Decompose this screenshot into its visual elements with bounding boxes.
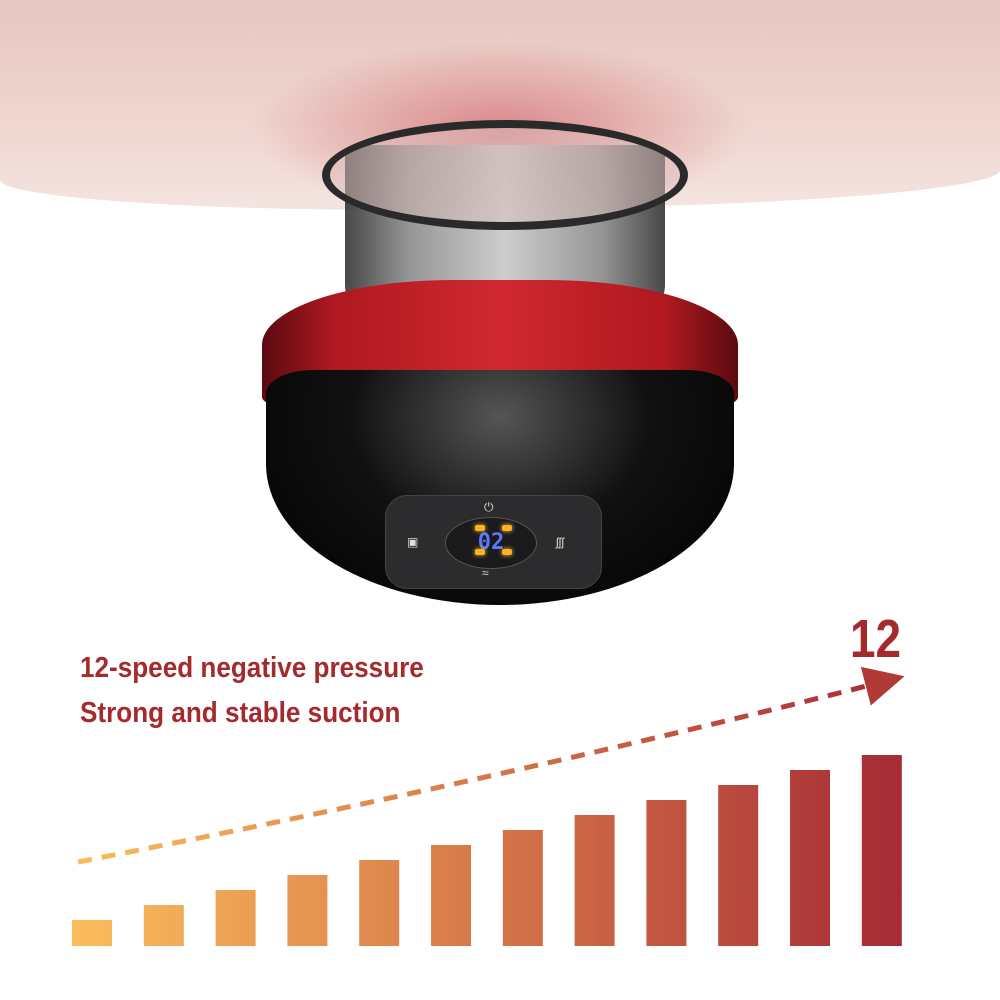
headline-line1: 12-speed negative pressure bbox=[80, 652, 424, 684]
bar-level-11 bbox=[790, 770, 830, 946]
bar-level-10 bbox=[718, 785, 759, 946]
indicator-led bbox=[502, 525, 512, 531]
bar-level-4 bbox=[287, 875, 328, 946]
peak-label: 12 bbox=[850, 609, 902, 669]
bar-level-12 bbox=[861, 755, 902, 946]
bar-level-3 bbox=[215, 890, 256, 946]
bar-level-7 bbox=[502, 830, 543, 946]
headline-line2: Strong and stable suction bbox=[80, 697, 401, 729]
bar-level-6 bbox=[431, 845, 471, 946]
bar-level-1 bbox=[72, 920, 112, 946]
bar-level-8 bbox=[574, 815, 615, 946]
bar-level-9 bbox=[646, 800, 687, 946]
wave-icon[interactable]: ≈ bbox=[482, 566, 489, 580]
bar-level-5 bbox=[359, 860, 400, 946]
indicator-led bbox=[502, 549, 512, 555]
cup-rim bbox=[322, 120, 688, 230]
power-icon[interactable]: ⏻ bbox=[484, 500, 494, 514]
suction-mode-icon[interactable]: ▣ bbox=[407, 535, 419, 549]
bar-level-2 bbox=[143, 905, 184, 946]
indicator-led bbox=[475, 549, 485, 555]
trend-arrow bbox=[77, 666, 905, 865]
indicator-led bbox=[475, 525, 485, 531]
heat-icon[interactable]: ʃʃʃ bbox=[556, 535, 564, 549]
